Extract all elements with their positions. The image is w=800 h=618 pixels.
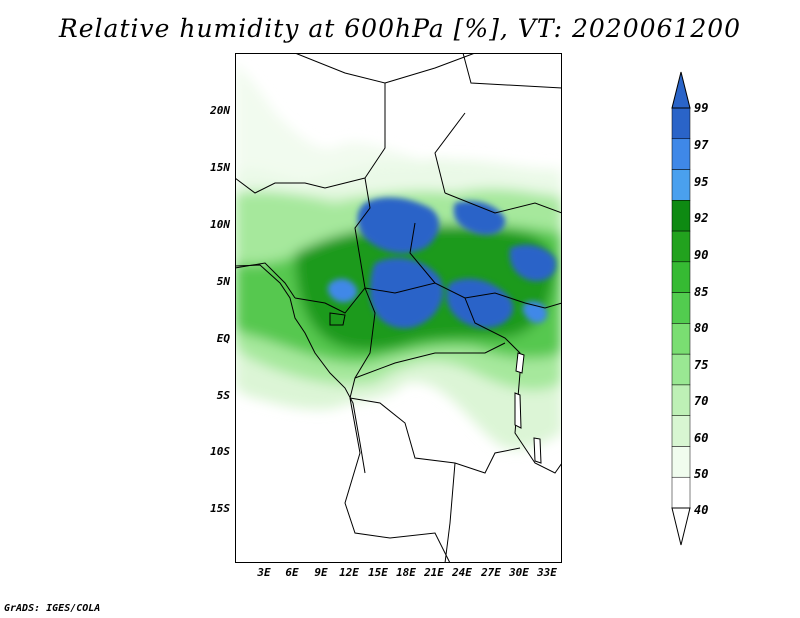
lon-label: 6E: [285, 566, 299, 579]
colorbar-top-arrow: [671, 71, 691, 109]
lon-label: 9E: [314, 566, 328, 579]
colorbar-segment: [671, 107, 691, 140]
lon-label: 12E: [339, 566, 359, 579]
colorbar-segment: [671, 200, 691, 232]
humidity-field: [235, 53, 562, 563]
lat-label: 10S: [210, 445, 230, 458]
colorbar-label: 80: [694, 321, 709, 335]
lat-label: 15N: [210, 161, 230, 174]
map-frame-border: [235, 53, 562, 563]
lon-label: 15E: [368, 566, 388, 579]
colorbar-label: 40: [694, 503, 709, 517]
lon-label: 30E: [509, 566, 529, 579]
colorbar-label: 85: [694, 285, 709, 299]
colorbar-segment: [671, 230, 691, 263]
colorbar-label: 60: [694, 431, 709, 445]
colorbar-segment: [671, 169, 691, 201]
credit-text: GrADS: IGES/COLA: [4, 603, 101, 614]
colorbar-segment: [671, 353, 691, 386]
colorbar-label: 75: [694, 358, 709, 372]
lat-label: 15S: [210, 502, 230, 515]
colorbar-label: 99: [694, 101, 709, 115]
lon-label: 3E: [257, 566, 271, 579]
lat-label: 5S: [216, 389, 230, 402]
colorbar-segment: [671, 476, 691, 509]
lon-label: 18E: [396, 566, 416, 579]
colorbar-label: 50: [694, 467, 709, 481]
colorbar-label: 95: [694, 175, 709, 189]
colorbar-segment: [671, 384, 691, 416]
colorbar-segment: [671, 446, 691, 478]
lon-label: 21E: [424, 566, 444, 579]
lon-label: 27E: [481, 566, 501, 579]
colorbar-segment: [671, 292, 691, 324]
map-title: Relative humidity at 600hPa [%], VT: 202…: [58, 14, 742, 43]
colorbar-segments: [671, 107, 691, 509]
high-humidity-cores: [327, 197, 557, 329]
colorbar-label: 70: [694, 394, 709, 408]
colorbar: [671, 71, 691, 546]
colorbar-label: 90: [694, 248, 709, 262]
lat-label: 10N: [210, 218, 230, 231]
lat-label: 20N: [210, 104, 230, 117]
colorbar-bottom-arrow: [671, 507, 691, 546]
lat-label: 5N: [216, 275, 230, 288]
colorbar-segment: [671, 138, 691, 170]
lon-label: 24E: [452, 566, 472, 579]
colorbar-label: 92: [694, 211, 709, 225]
lat-label: EQ: [216, 332, 230, 345]
colorbar-segment: [671, 415, 691, 447]
colorbar-segment: [671, 261, 691, 293]
lon-label: 33E: [537, 566, 557, 579]
humidity-map: [235, 53, 562, 563]
colorbar-label: 97: [694, 138, 709, 152]
coastline: [235, 264, 366, 474]
country-borders: [235, 53, 562, 563]
lakes: [514, 352, 542, 464]
colorbar-segment: [671, 323, 691, 355]
